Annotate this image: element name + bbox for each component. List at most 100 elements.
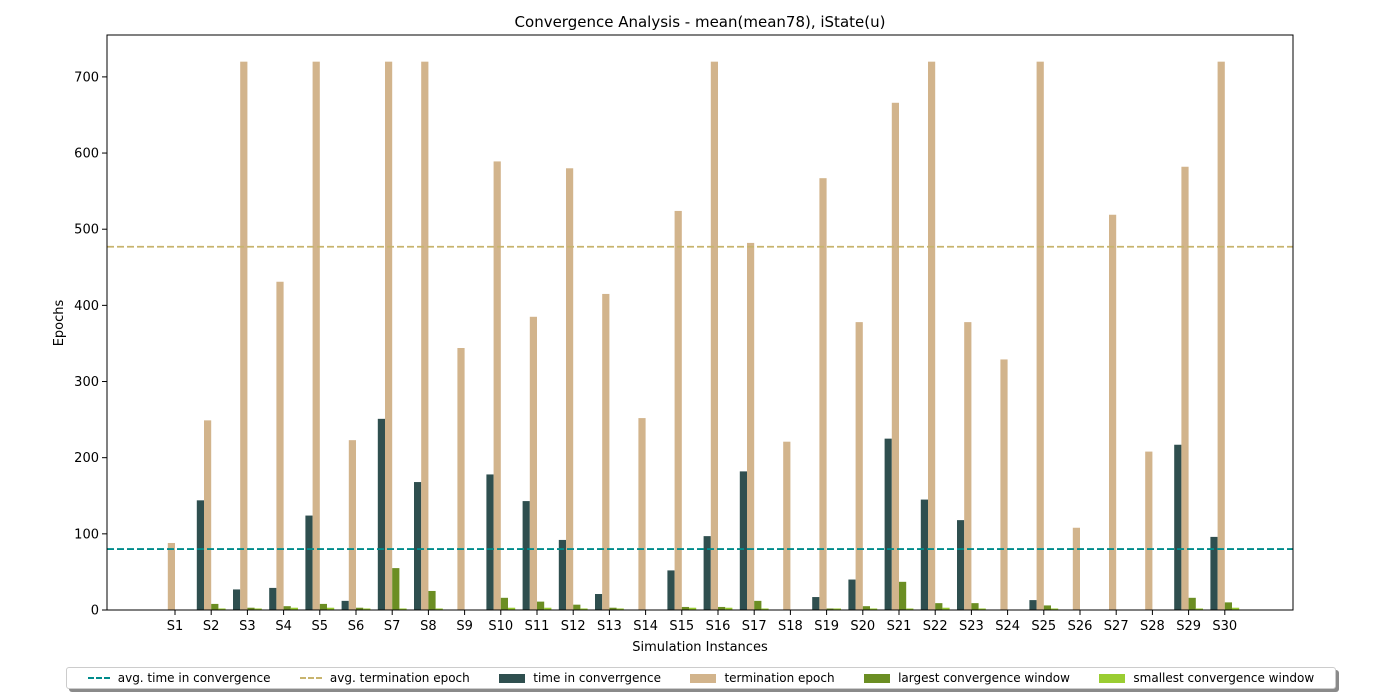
bar-time-in-converrgence-s25	[1029, 600, 1037, 610]
x-tick-label: S24	[995, 619, 1020, 634]
y-tick-label: 100	[74, 527, 99, 542]
plot-frame	[106, 34, 1294, 611]
bar-smallest-convergence-window-s30	[1232, 607, 1240, 610]
bar-largest-convergence-window-s11	[537, 601, 545, 610]
bar-termination-epoch-s10	[493, 161, 501, 611]
x-tick-label: S16	[706, 619, 731, 634]
x-tick-label: S26	[1068, 619, 1093, 634]
bar-termination-epoch-s27	[1109, 214, 1117, 611]
legend-label: avg. time in convergence	[117, 671, 271, 685]
bar-termination-epoch-s20	[855, 322, 863, 610]
plot-area: 0 100 200 300 400 500 600 700 S1 S2 S3 S4 S5 S6 S7 S8 S9…	[74, 34, 1294, 634]
bar-termination-epoch-s29	[1181, 166, 1189, 610]
bar-termination-epoch-s13	[602, 293, 610, 610]
bar-largest-convergence-window-s15	[681, 606, 689, 610]
bar-time-in-converrgence-s12	[558, 539, 566, 610]
bar-time-in-converrgence-s17	[739, 471, 747, 610]
x-tick-label: S27	[1104, 619, 1129, 634]
x-tick-label: S5	[312, 619, 329, 634]
bar-smallest-convergence-window-s19	[833, 608, 841, 610]
bar-largest-convergence-window-s17	[754, 600, 762, 610]
bar-smallest-convergence-window-s5	[327, 607, 335, 610]
legend-line-swatch	[87, 677, 110, 679]
x-tick-label: S15	[669, 619, 694, 634]
bar-largest-convergence-window-s13	[609, 607, 617, 610]
bar-largest-convergence-window-s10	[500, 597, 508, 610]
bar-termination-epoch-s1	[167, 542, 175, 610]
bar-smallest-convergence-window-s6	[363, 608, 371, 610]
x-tick-label: S18	[778, 619, 803, 634]
bar-largest-convergence-window-s2	[211, 603, 219, 610]
bar-termination-epoch-s22	[928, 61, 936, 611]
bar-largest-convergence-window-s6	[356, 607, 364, 610]
bar-termination-epoch-s16	[710, 61, 718, 611]
bar-smallest-convergence-window-s21	[906, 608, 914, 610]
x-tick-label: S12	[561, 619, 586, 634]
x-tick-label: S22	[923, 619, 948, 634]
y-tick-label: 0	[91, 604, 99, 619]
bar-termination-epoch-s28	[1145, 451, 1153, 610]
bar-smallest-convergence-window-s22	[942, 607, 950, 610]
bar-termination-epoch-s14	[638, 418, 646, 610]
bar-time-in-converrgence-s15	[667, 570, 675, 610]
bar-termination-epoch-s3	[240, 61, 248, 611]
bar-time-in-converrgence-s4	[269, 587, 277, 610]
bar-largest-convergence-window-s30	[1224, 602, 1232, 610]
y-tick-label: 500	[74, 223, 99, 238]
bar-largest-convergence-window-s23	[971, 603, 979, 610]
bar-time-in-converrgence-s19	[812, 597, 820, 610]
bar-smallest-convergence-window-s8	[435, 608, 443, 610]
x-tick-label: S7	[384, 619, 401, 634]
bar-time-in-converrgence-s29	[1174, 444, 1182, 610]
bar-time-in-converrgence-s11	[522, 501, 530, 610]
y-tick-label: 400	[74, 299, 99, 314]
bar-termination-epoch-s12	[566, 168, 574, 610]
y-tick-label: 600	[74, 147, 99, 162]
x-tick-label: S30	[1212, 619, 1237, 634]
legend-item: time in converrgence	[499, 671, 661, 685]
y-tick-label: 200	[74, 451, 99, 466]
bar-largest-convergence-window-s29	[1188, 597, 1196, 610]
legend-label: termination epoch	[724, 671, 835, 685]
x-tick-label: S28	[1140, 619, 1165, 634]
bar-termination-epoch-s23	[964, 322, 972, 610]
bar-smallest-convergence-window-s29	[1195, 608, 1203, 610]
x-axis-label: Simulation Instances	[632, 640, 768, 655]
bar-termination-epoch-s21	[891, 102, 899, 610]
legend-bar-swatch	[864, 673, 891, 683]
y-tick-label: 300	[74, 375, 99, 390]
bar-largest-convergence-window-s22	[935, 603, 943, 610]
bar-largest-convergence-window-s8	[428, 590, 436, 610]
bar-termination-epoch-s7	[385, 61, 393, 611]
bar-smallest-convergence-window-s16	[725, 607, 733, 610]
x-tick-label: S11	[525, 619, 550, 634]
bar-largest-convergence-window-s16	[718, 606, 726, 610]
bar-termination-epoch-s2	[204, 420, 212, 610]
x-tick-label: S20	[850, 619, 875, 634]
bar-termination-epoch-s25	[1036, 61, 1044, 611]
legend-item: largest convergence window	[864, 671, 1070, 685]
x-tick-label: S10	[488, 619, 513, 634]
bar-termination-epoch-s15	[674, 210, 682, 610]
legend-label: avg. termination epoch	[329, 671, 470, 685]
legend-item: termination epoch	[690, 671, 835, 685]
bar-smallest-convergence-window-s4	[290, 607, 298, 610]
bar-smallest-convergence-window-s25	[1051, 608, 1059, 610]
bar-time-in-converrgence-s7	[377, 418, 385, 610]
bar-time-in-converrgence-s20	[848, 579, 856, 610]
bar-smallest-convergence-window-s20	[870, 608, 878, 610]
bar-termination-epoch-s30	[1217, 61, 1225, 611]
bar-smallest-convergence-window-s7	[399, 608, 407, 610]
bar-largest-convergence-window-s5	[319, 603, 327, 610]
bar-time-in-converrgence-s21	[884, 438, 892, 610]
bar-time-in-converrgence-s8	[414, 482, 422, 610]
bar-termination-epoch-s9	[457, 348, 465, 610]
bar-time-in-converrgence-s5	[305, 515, 313, 610]
bar-time-in-converrgence-s13	[595, 594, 603, 610]
bar-smallest-convergence-window-s12	[580, 608, 588, 610]
bar-termination-epoch-s17	[747, 242, 755, 610]
x-tick-label: S9	[456, 619, 473, 634]
legend-bar-swatch	[1099, 673, 1126, 683]
bar-smallest-convergence-window-s17	[761, 608, 769, 610]
bar-time-in-converrgence-s3	[233, 589, 241, 610]
